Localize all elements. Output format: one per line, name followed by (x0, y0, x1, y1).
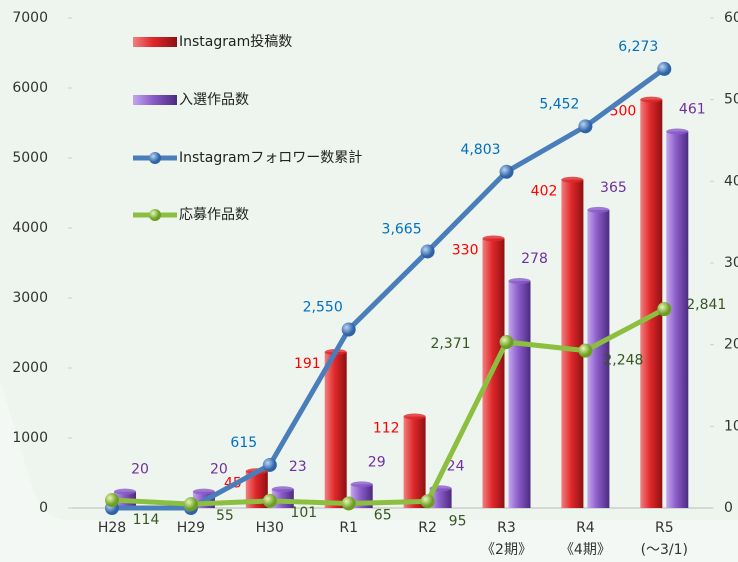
data-label: 330 (452, 243, 479, 259)
bar (640, 99, 663, 509)
bar-cap (640, 96, 663, 103)
bar-cap (350, 481, 373, 488)
data-label: 278 (521, 251, 548, 267)
y-tick-label: 1000 (12, 430, 48, 446)
bar-cap (271, 486, 294, 493)
data-label: 55 (216, 508, 234, 524)
line (112, 66, 666, 511)
bar (561, 179, 584, 508)
y2-tick-label: 100 (724, 418, 738, 434)
point (262, 493, 277, 508)
bar (403, 416, 426, 508)
data-label: 5,452 (539, 96, 579, 112)
data-label: 20 (210, 462, 228, 478)
legend-swatch (133, 95, 177, 105)
data-label: 23 (289, 459, 307, 475)
point (341, 322, 356, 337)
data-label: 2,550 (303, 300, 343, 316)
x-tick-label: 《2期》 (481, 542, 532, 558)
data-label: 402 (531, 184, 558, 200)
point (420, 244, 435, 259)
x-tick-label: 《4期》 (560, 542, 611, 558)
bar (666, 131, 689, 508)
y-tick-label: 0 (39, 500, 48, 516)
y-tick-label: 2000 (12, 360, 48, 376)
point (499, 164, 514, 179)
legend-label: 応募作品数 (179, 207, 249, 223)
bar-cap (587, 206, 610, 213)
x-tick-label: R5 (655, 520, 674, 536)
point (657, 302, 672, 317)
legend-swatch (149, 209, 161, 221)
data-label: 365 (600, 180, 627, 196)
point (499, 335, 514, 350)
legend-swatch (149, 152, 161, 164)
bar-cap (666, 128, 689, 135)
data-label: 461 (679, 102, 706, 118)
data-label: 112 (373, 421, 400, 437)
x-tick-label: H30 (256, 520, 284, 536)
y2-tick-label: 400 (724, 173, 738, 189)
point (657, 61, 672, 76)
y2-tick-label: 0 (724, 500, 733, 516)
line (111, 306, 666, 507)
data-label: 3,665 (382, 221, 422, 237)
x-tick-label: R1 (339, 520, 358, 536)
point (420, 494, 435, 509)
data-label: 95 (449, 513, 467, 529)
point (183, 497, 198, 512)
data-label: 24 (447, 458, 465, 474)
data-label: 2,248 (603, 353, 643, 369)
y2-tick-label: 600 (724, 10, 738, 26)
point (341, 496, 356, 511)
data-label: 191 (294, 356, 321, 372)
bar (508, 280, 531, 508)
point (578, 119, 593, 134)
data-label: 6,273 (618, 39, 658, 55)
bar-cap (482, 235, 505, 242)
point (105, 493, 119, 508)
y-tick-label: 6000 (12, 80, 48, 96)
data-label: 65 (374, 507, 392, 523)
x-tick-label: R3 (497, 520, 516, 536)
y-tick-label: 3000 (12, 290, 48, 306)
y2-tick-label: 300 (724, 255, 738, 271)
legend-label: 入選作品数 (179, 92, 249, 108)
data-label: 4,803 (460, 142, 500, 158)
data-label: 114 (133, 512, 160, 528)
data-label: 20 (131, 462, 149, 478)
data-label: 500 (610, 104, 637, 120)
legend-label: Instagram投稿数 (179, 34, 293, 50)
y2-tick-label: 500 (724, 92, 738, 108)
data-label: 101 (290, 505, 317, 521)
x-tick-label: H29 (177, 520, 205, 536)
bar-cap (114, 488, 136, 495)
bar-cap (403, 413, 426, 420)
x-tick-label: R4 (576, 520, 595, 536)
y2-tick-label: 200 (724, 337, 738, 353)
bar (429, 488, 452, 508)
data-label: 615 (230, 435, 257, 451)
data-label: 2,371 (430, 336, 470, 352)
y-tick-label: 5000 (12, 150, 48, 166)
x-tick-label: (～3/1) (641, 542, 688, 558)
y-tick-label: 7000 (12, 10, 48, 26)
x-tick-label: R2 (418, 520, 437, 536)
bar-cap (561, 176, 584, 183)
point (578, 343, 593, 358)
legend-swatch (133, 37, 177, 47)
x-tick-label: H28 (98, 520, 126, 536)
bar-cap (508, 277, 531, 284)
bar (587, 209, 610, 508)
bar (324, 352, 347, 508)
y-tick-label: 4000 (12, 220, 48, 236)
data-label: 2,841 (686, 297, 726, 313)
data-label: 29 (368, 454, 386, 470)
bar-cap (192, 488, 215, 495)
legend-label: Instagramフォロワー数累計 (179, 150, 363, 166)
panel (0, 380, 738, 562)
point (262, 457, 277, 472)
